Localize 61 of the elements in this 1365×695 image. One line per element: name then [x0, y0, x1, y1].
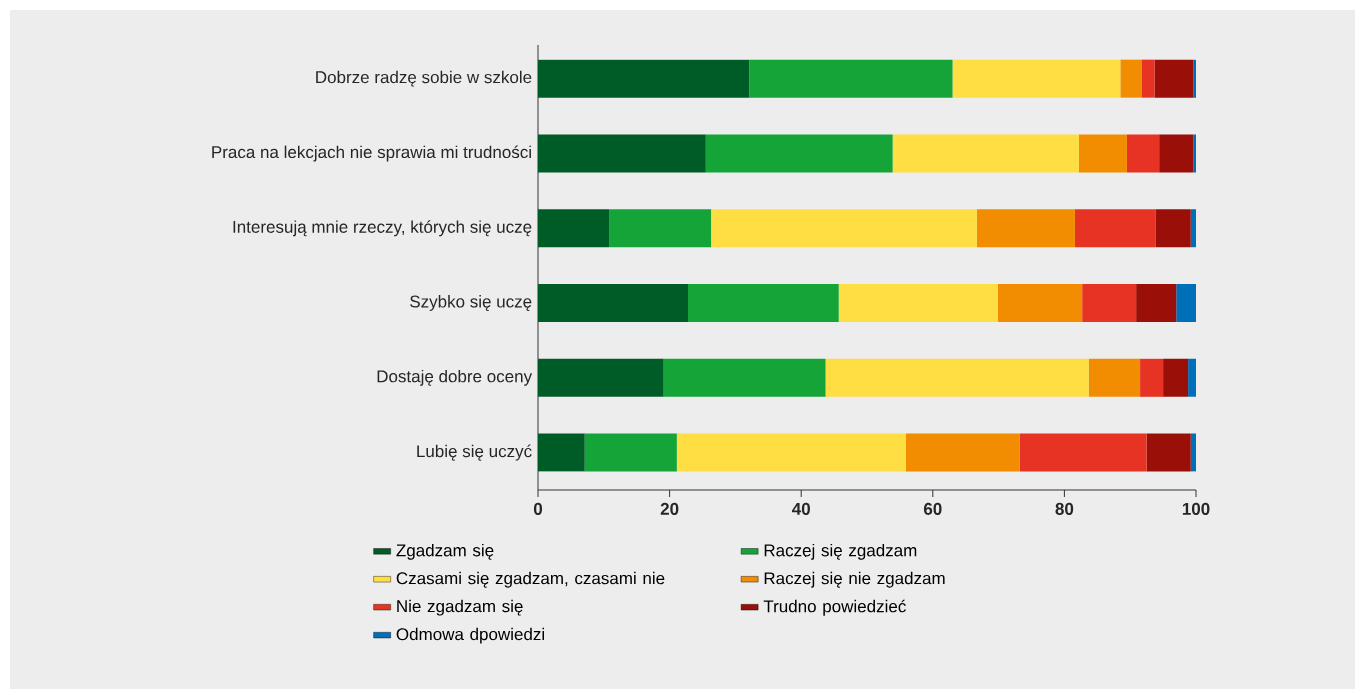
legend-label: Raczej się nie zgadzam [764, 571, 945, 588]
y-tick-label: Praca na lekcjach nie sprawia mi trudności [212, 145, 531, 162]
bar [1193, 59, 1196, 98]
bar [892, 134, 1079, 173]
y-tick-label: Szybko się uczę [410, 295, 532, 311]
x-tick-label: 80 [1055, 502, 1074, 515]
bar [1190, 209, 1196, 248]
legend-label: Raczej się zgadzam [764, 543, 917, 560]
bar [1078, 134, 1127, 173]
bar [705, 134, 893, 173]
bar [838, 284, 998, 323]
bar [749, 59, 953, 98]
bar [1082, 284, 1137, 323]
bar [952, 59, 1121, 98]
bar [1193, 134, 1196, 173]
bar [976, 209, 1075, 248]
bar [538, 433, 585, 472]
bar [538, 59, 750, 98]
bar [1163, 358, 1189, 397]
bar [538, 209, 610, 248]
bar [1088, 358, 1141, 397]
bar [1126, 134, 1160, 173]
bar [1141, 59, 1155, 98]
bar [538, 284, 689, 323]
legend-label: Trudno powiedzieć [763, 599, 906, 616]
bar [997, 284, 1083, 323]
bar [538, 358, 664, 397]
bar [663, 358, 826, 397]
bar [1176, 284, 1196, 323]
x-tick-label: 100 [1182, 502, 1210, 515]
y-tick-label: Interesują mnie rzeczy, których się uczę [233, 220, 532, 237]
legend-label: Nie zgadzam się [397, 599, 523, 616]
y-tick-label: Lubię się uczyć [417, 444, 532, 461]
bar [676, 433, 906, 472]
bar [1154, 59, 1194, 98]
bar [688, 284, 839, 323]
bar [538, 134, 706, 173]
x-tick-label: 60 [923, 502, 942, 515]
bar [584, 433, 677, 472]
legend-label: Zgadzam się [396, 543, 494, 560]
bar [1190, 433, 1196, 472]
bar [1188, 358, 1196, 397]
x-tick-label: 0 [533, 502, 543, 515]
y-tick-label: Dobrze radzę sobie w szkole [316, 70, 532, 87]
x-tick-label: 40 [792, 502, 810, 515]
bar [825, 358, 1089, 397]
bar [1136, 284, 1177, 323]
bar [1155, 209, 1191, 248]
bar [1074, 209, 1156, 248]
legend-label: Odmowa dpowiedzi [396, 627, 544, 644]
y-tick-label: Dostaję dobre oceny [377, 369, 533, 386]
bar [1146, 433, 1191, 472]
bar [1159, 134, 1194, 173]
bar [711, 209, 977, 248]
bar [905, 433, 1020, 472]
x-tick-label: 20 [660, 502, 679, 515]
legend-label: Czasami się zgadzam, czasami nie [396, 571, 665, 588]
bar [1120, 59, 1142, 98]
bar [609, 209, 712, 248]
bar [1019, 433, 1147, 472]
bar [1140, 358, 1164, 397]
